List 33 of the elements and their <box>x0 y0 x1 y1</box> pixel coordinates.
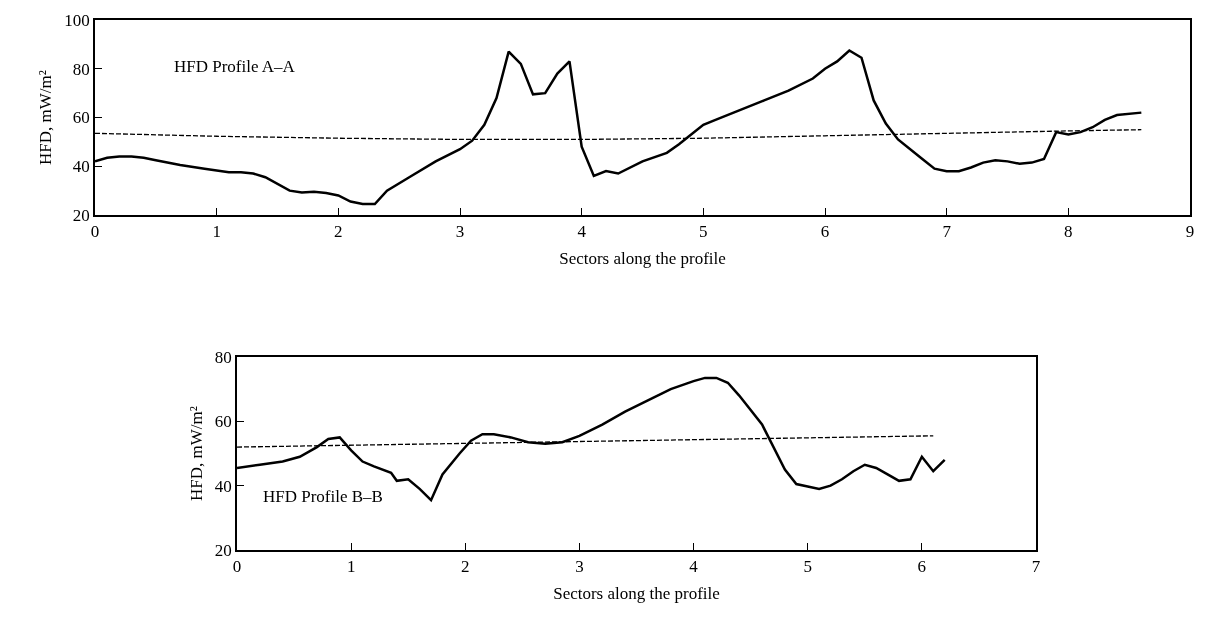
x-tick-label: 5 <box>699 222 708 242</box>
y-tick-label: 60 <box>214 412 232 432</box>
y-tick-label: 40 <box>72 157 90 177</box>
y-tick-label: 40 <box>214 476 232 496</box>
x-tick-label: 8 <box>1064 222 1073 242</box>
x-tick-label: 1 <box>212 222 221 242</box>
x-axis-title: Sectors along the profile <box>559 249 726 269</box>
y-tick-label: 80 <box>72 59 90 79</box>
x-tick-label: 9 <box>1185 222 1195 242</box>
annotation: HFD Profile A–A <box>174 57 296 76</box>
y-tick-label: 60 <box>72 108 90 128</box>
annotation: HFD Profile B–B <box>263 487 383 506</box>
y-tick-label: 80 <box>214 347 232 367</box>
x-tick-label: 4 <box>689 557 699 577</box>
x-tick-label: 5 <box>803 557 812 577</box>
x-tick-label: 0 <box>232 557 242 577</box>
x-tick-label: 1 <box>346 557 356 577</box>
x-axis-title: Sectors along the profile <box>553 584 720 604</box>
y-tick-label: 20 <box>72 205 90 225</box>
x-tick-label: 0 <box>90 222 100 242</box>
x-tick-label: 2 <box>461 557 470 577</box>
y-tick-label: 20 <box>214 540 232 560</box>
x-tick-label: 3 <box>575 557 584 577</box>
x-tick-label: 3 <box>455 222 465 242</box>
x-tick-label: 4 <box>577 222 587 242</box>
y-axis-title: HFD, mW/m² <box>36 70 56 165</box>
x-tick-label: 7 <box>942 222 952 242</box>
x-tick-label: 7 <box>1031 557 1041 577</box>
x-tick-label: 2 <box>334 222 343 242</box>
x-tick-label: 6 <box>917 557 927 577</box>
y-axis-title: HFD, mW/m² <box>186 406 206 501</box>
y-tick-label: 100 <box>64 10 90 30</box>
x-tick-label: 6 <box>820 222 830 242</box>
